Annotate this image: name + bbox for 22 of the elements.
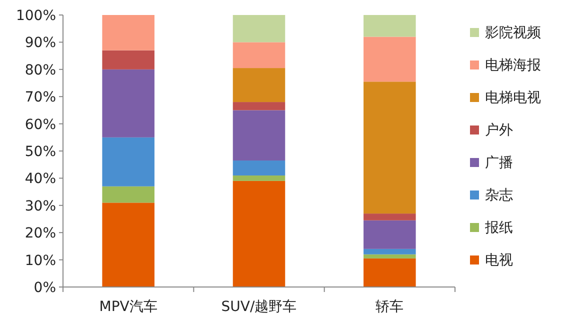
legend-label: 影院视频	[485, 25, 541, 41]
x-tick-label: SUV/越野车	[221, 299, 297, 315]
y-tick-label: 90%	[24, 35, 56, 52]
legend-label: 户外	[485, 122, 513, 138]
x-tick-label: MPV汽车	[99, 299, 158, 315]
y-tick-label: 70%	[24, 90, 56, 106]
legend-label: 报纸	[484, 220, 513, 236]
y-tick-label: 80%	[24, 62, 56, 78]
legend-label: 电视	[485, 252, 513, 268]
y-tick-label: 10%	[24, 252, 56, 269]
y-tick-label: 0%	[34, 280, 56, 296]
y-tick-label: 100%	[16, 8, 56, 24]
legend-label: 电梯海报	[485, 58, 541, 74]
y-tick-label: 40%	[24, 171, 56, 188]
y-tick-label: 60%	[24, 116, 56, 133]
y-tick-label: 30%	[24, 198, 56, 214]
x-tick-label: 轿车	[376, 299, 404, 315]
legend-label: 杂志	[485, 188, 513, 204]
y-tick-label: 50%	[24, 144, 56, 160]
y-tick-label: 20%	[24, 226, 56, 242]
legend-label: 电梯电视	[485, 90, 541, 106]
legend-label: 广播	[485, 155, 513, 171]
